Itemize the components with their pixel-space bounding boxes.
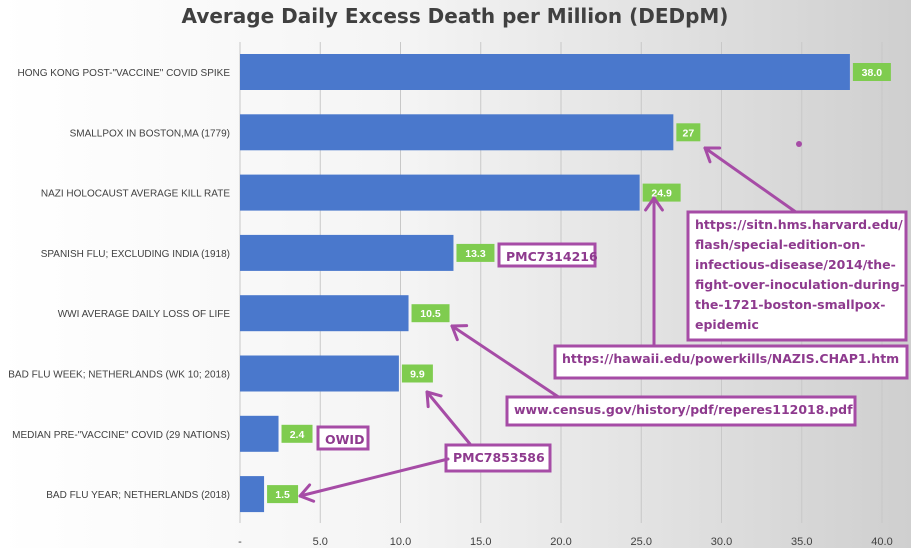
marker-dot xyxy=(796,141,802,147)
category-label: BAD FLU YEAR; NETHERLANDS (2018) xyxy=(46,490,230,501)
annotation-box xyxy=(316,425,370,451)
annotation-text: the-1721-boston-smallpox- xyxy=(695,297,885,312)
x-tick-label: 20.0 xyxy=(550,536,571,548)
category-label: HONG KONG POST-"VACCINE" COVID SPIKE xyxy=(17,68,230,79)
x-tick-label: 15.0 xyxy=(470,536,491,548)
annotation-box xyxy=(505,395,857,427)
category-label: WWI AVERAGE DAILY LOSS OF LIFE xyxy=(58,309,231,320)
category-label: NAZI HOLOCAUST AVERAGE KILL RATE xyxy=(41,189,230,200)
annotation-text: epidemic xyxy=(695,317,759,332)
bar xyxy=(240,415,279,452)
data-labels: 38.0 27 24.9 13.3 10.5 9.9 2.4 1.5 xyxy=(267,63,891,504)
data-label-bg xyxy=(852,63,891,81)
category-label: SMALLPOX IN BOSTON,MA (1779) xyxy=(70,128,230,139)
data-label-bg xyxy=(401,364,433,383)
annotation-text: infectious-disease/2014/the- xyxy=(695,257,896,272)
bar xyxy=(240,295,409,332)
bar xyxy=(240,174,640,211)
x-tick-label: 5.0 xyxy=(313,536,328,548)
data-label: 10.5 xyxy=(420,308,441,320)
data-label: 38.0 xyxy=(862,67,883,79)
annotation-arrow xyxy=(425,390,472,446)
category-label: BAD FLU WEEK; NETHERLANDS (WK 10; 2018) xyxy=(8,370,230,381)
data-label-bg xyxy=(676,123,701,142)
data-label: 1.5 xyxy=(275,489,290,501)
annotation-text: fight-over-inoculation-during- xyxy=(695,277,905,292)
annotation-arrow xyxy=(703,146,802,217)
annotation-arrow xyxy=(450,324,562,400)
bar xyxy=(240,234,454,271)
annotation-box xyxy=(686,210,908,342)
annotation-box xyxy=(497,242,597,268)
bar xyxy=(240,114,674,151)
annotation-box xyxy=(553,344,909,380)
x-tick-label: 10.0 xyxy=(390,536,411,548)
x-tick-label: 40.0 xyxy=(871,536,892,548)
category-labels: HONG KONG POST-"VACCINE" COVID SPIKE SMAL… xyxy=(8,68,230,501)
bar xyxy=(240,476,265,513)
bars xyxy=(240,54,850,513)
x-tick-labels: - 5.0 10.0 15.0 20.0 25.0 30.0 35.0 40.0 xyxy=(238,536,893,548)
annotation-text: flash/special-edition-on- xyxy=(695,237,865,252)
arrow-head xyxy=(450,324,469,342)
data-label: 24.9 xyxy=(651,188,672,200)
annotation-text: PMC7853586 xyxy=(453,450,545,465)
data-label: 13.3 xyxy=(465,248,486,260)
data-label: 9.9 xyxy=(410,369,425,381)
arrow-head xyxy=(644,196,664,212)
x-tick-label: 35.0 xyxy=(791,536,812,548)
annotation-text: https://hawaii.edu/powerkills/NAZIS.CHAP… xyxy=(562,351,899,366)
data-label-bg xyxy=(411,304,450,323)
bar xyxy=(240,54,850,90)
data-label-bg xyxy=(642,183,681,202)
category-label: MEDIAN PRE-"VACCINE" COVID (29 NATIONS) xyxy=(12,430,230,441)
annotations: https://sitn.hms.harvard.edu/flash/speci… xyxy=(298,141,909,503)
x-tick-label: 25.0 xyxy=(631,536,652,548)
bar xyxy=(240,355,399,392)
data-label: 2.4 xyxy=(290,429,305,441)
arrow-head xyxy=(298,483,316,503)
x-tick-label: 30.0 xyxy=(711,536,732,548)
chart-title: Average Daily Excess Death per Million (… xyxy=(182,4,729,28)
annotation-text: www.census.gov/history/pdf/reperes112018… xyxy=(514,402,853,417)
annotation-arrow xyxy=(298,457,450,498)
data-label-bg xyxy=(456,243,495,262)
annotation-text: OWID xyxy=(325,432,364,447)
arrow-head xyxy=(425,390,443,409)
arrow-head xyxy=(703,146,722,164)
data-label-bg xyxy=(267,485,299,504)
x-tick-label: - xyxy=(238,536,242,548)
annotation-text: PMC7314216 xyxy=(506,249,598,264)
data-label-bg xyxy=(281,424,313,443)
annotation-text: https://sitn.hms.harvard.edu/ xyxy=(695,217,903,232)
data-label: 27 xyxy=(683,127,695,139)
category-label: SPANISH FLU; EXCLUDING INDIA (1918) xyxy=(41,249,230,260)
